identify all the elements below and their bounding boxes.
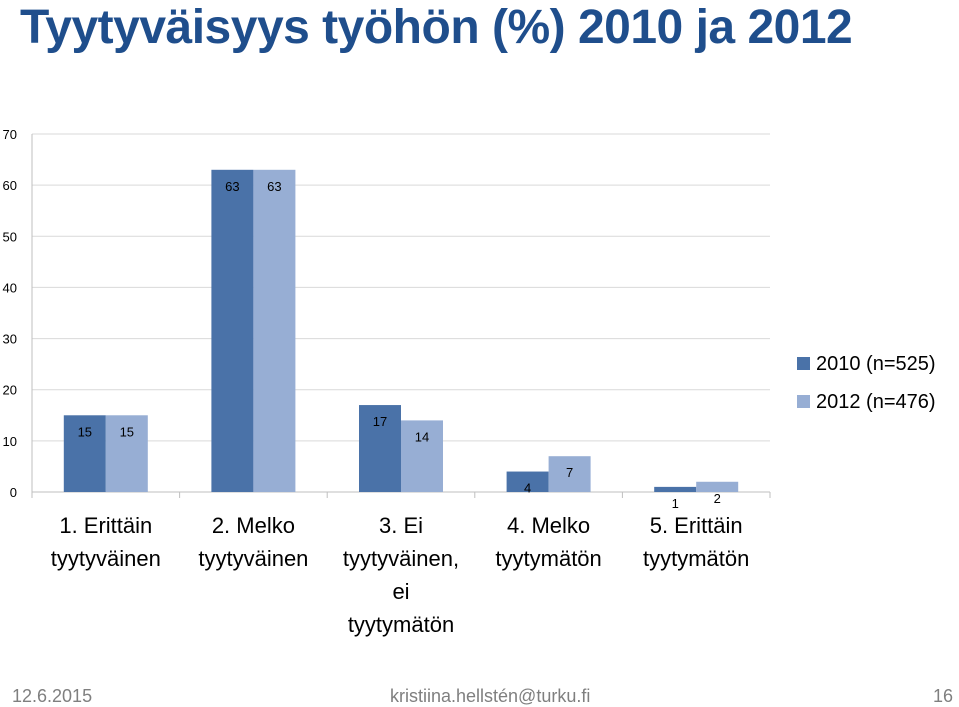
x-tick-label: 3. Ei tyytyväinen, ei tyytymätön bbox=[343, 513, 459, 637]
legend-label: 2010 (n=525) bbox=[816, 353, 936, 375]
data-label: 17 bbox=[373, 414, 387, 429]
data-label: 63 bbox=[225, 179, 239, 194]
x-tick-label: 5. Erittäin tyytymätön bbox=[643, 513, 749, 571]
y-tick-label: 30 bbox=[3, 332, 17, 347]
data-label: 7 bbox=[566, 465, 573, 480]
x-tick-label: 1. Erittäin tyytyväinen bbox=[51, 513, 161, 571]
data-label: 15 bbox=[120, 424, 134, 439]
y-tick-label: 20 bbox=[3, 383, 17, 398]
page-title: Tyytyväisyys työhön (%) 2010 ja 2012 bbox=[20, 1, 853, 54]
y-tick-label: 40 bbox=[3, 280, 17, 295]
y-tick-label: 0 bbox=[10, 485, 17, 500]
bar bbox=[211, 169, 254, 493]
footer-email: kristiina.hellstén@turku.fi bbox=[390, 686, 591, 706]
bar bbox=[401, 420, 443, 492]
page-number: 16 bbox=[932, 686, 953, 706]
bar bbox=[63, 415, 106, 492]
bar bbox=[105, 415, 148, 492]
bar-chart: 0 10 20 30 40 50 60 70 15 63 17 4 1 15 63 14 7 2 1. Erittä… bbox=[3, 127, 936, 637]
y-tick-label: 10 bbox=[3, 434, 17, 449]
data-label: 1 bbox=[672, 496, 679, 511]
footer-date: 12.6.2015 bbox=[12, 686, 93, 706]
data-label: 15 bbox=[78, 424, 92, 439]
data-label: 2 bbox=[714, 491, 721, 506]
x-tick-label: 2. Melko tyytyväinen bbox=[198, 513, 308, 571]
bar bbox=[506, 471, 549, 492]
bar bbox=[548, 456, 591, 492]
bar bbox=[696, 481, 739, 492]
legend-swatch bbox=[797, 357, 810, 370]
data-label: 63 bbox=[267, 179, 281, 194]
x-tick-label: 4. Melko tyytymätön bbox=[495, 513, 601, 571]
bar bbox=[253, 169, 296, 493]
bar bbox=[359, 405, 401, 492]
bar bbox=[654, 486, 697, 492]
y-tick-label: 70 bbox=[3, 127, 17, 142]
y-tick-label: 60 bbox=[3, 178, 17, 193]
legend-swatch bbox=[797, 395, 810, 408]
data-label: 4 bbox=[524, 481, 531, 496]
y-tick-label: 50 bbox=[3, 229, 17, 244]
data-label: 14 bbox=[415, 429, 429, 444]
legend-label: 2012 (n=476) bbox=[816, 391, 936, 413]
